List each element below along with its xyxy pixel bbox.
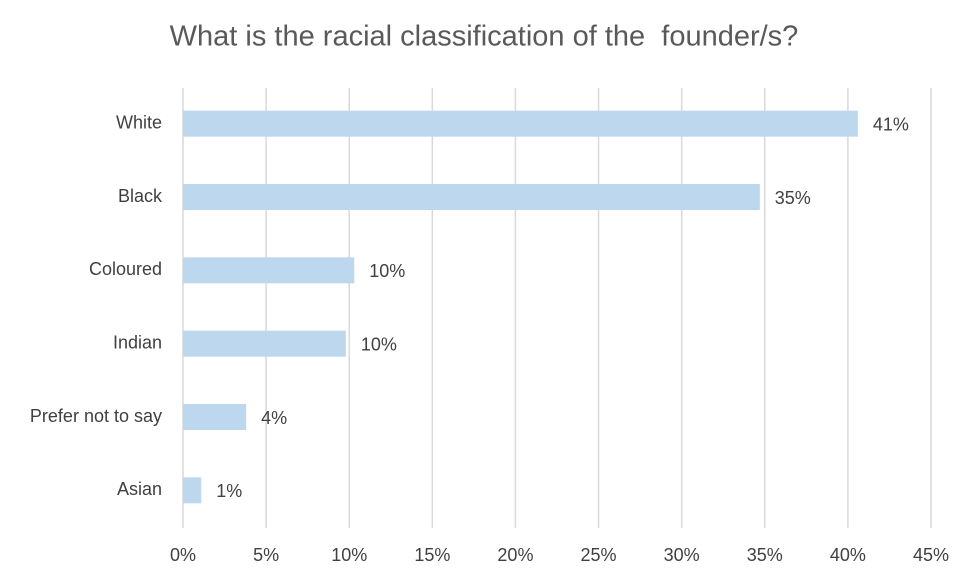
y-tick-label: Prefer not to say [30,406,162,426]
y-tick-label: Asian [117,479,162,499]
x-tick-label: 5% [253,545,279,565]
value-label: 4% [261,408,287,428]
bar [183,184,760,210]
x-tick-label: 20% [497,545,533,565]
x-tick-label: 15% [414,545,450,565]
bar [183,404,247,430]
y-tick-label: White [116,112,162,132]
value-label: 1% [216,481,242,501]
x-tick-label: 25% [581,545,617,565]
x-tick-label: 10% [331,545,367,565]
x-tick-label: 0% [170,545,196,565]
y-tick-label: Coloured [89,259,162,279]
value-label: 10% [369,261,405,281]
value-label: 41% [873,114,909,134]
bar [183,330,346,357]
x-tick-label: 35% [747,545,783,565]
x-tick-label: 45% [913,545,949,565]
bar [183,257,355,284]
chart-title: What is the racial classification of the… [170,21,799,53]
value-label: 35% [775,188,811,208]
bar [183,477,202,504]
bar [183,110,858,137]
x-tick-label: 40% [830,545,866,565]
x-tick-label: 30% [664,545,700,565]
y-tick-label: Black [118,186,163,206]
y-tick-label: Indian [113,332,162,352]
value-label: 10% [361,334,397,354]
